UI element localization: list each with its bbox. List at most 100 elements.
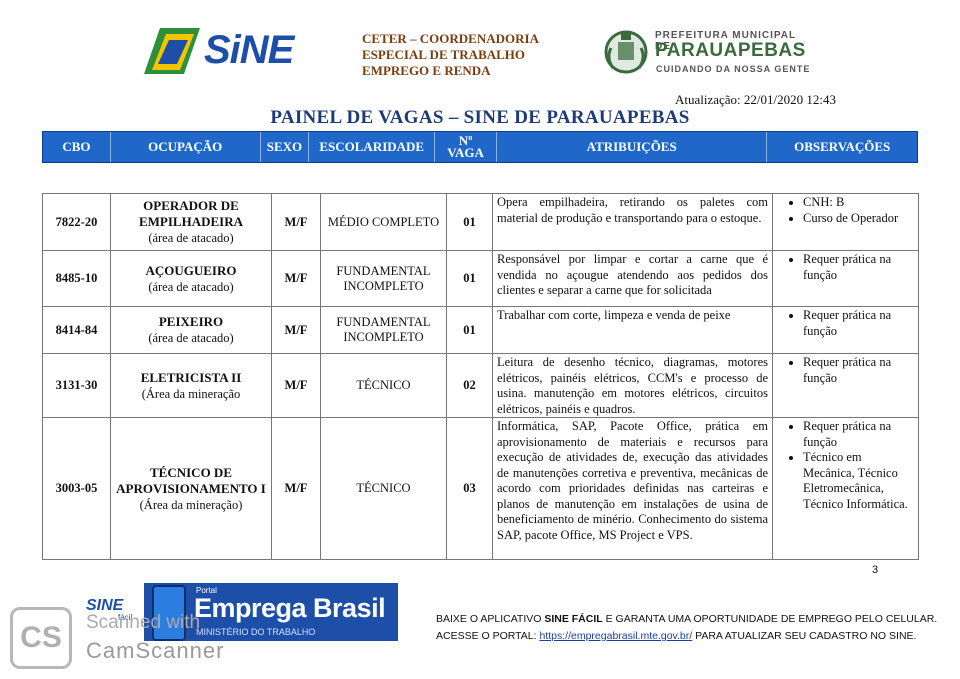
sine-facil-sub: fácil — [118, 613, 133, 622]
cbo-cell: 8414-84 — [42, 306, 111, 354]
cbo-cell: 3003-05 — [42, 417, 111, 560]
education-cell: FUNDAMENTAL INCOMPLETO — [320, 306, 447, 354]
occupation-cell: AÇOUGUEIRO (área de atacado) — [110, 250, 272, 307]
page-number: 3 — [872, 564, 879, 576]
table-row: 3003-05 TÉCNICO DE APROVISIONAMENTO I (Á… — [42, 417, 919, 560]
col-header-education: ESCOLARIDADE — [309, 132, 436, 162]
sex-cell: M/F — [271, 193, 321, 251]
sex-cell: M/F — [271, 250, 321, 307]
education-cell: TÉCNICO — [320, 417, 447, 560]
occupation-area: (Área da mineração) — [139, 497, 243, 512]
vacancies-cell: 02 — [446, 353, 493, 418]
occupation-cell: PEIXEIRO (área de atacado) — [110, 306, 272, 354]
sex-cell: M/F — [271, 353, 321, 418]
table-row: 8485-10 AÇOUGUEIRO (área de atacado) M/F… — [42, 250, 919, 307]
prefeitura-logo: PREFEITURA MUNICIPAL DE PARAUAPEBAS CUID… — [603, 28, 813, 80]
notes-cell: Requer prática na função — [772, 250, 919, 307]
emprega-brasil-title: Emprega Brasil — [194, 593, 386, 623]
col-header-sex: SEXO — [261, 132, 310, 162]
occupation-area: (área de atacado) — [148, 279, 234, 294]
notes-cell: Requer prática na função Técnico em Mecâ… — [772, 417, 919, 560]
education-cell: MÉDIO COMPLETO — [320, 193, 447, 251]
note-item: Técnico em Mecânica, Técnico Eletromecân… — [803, 450, 914, 512]
prefeitura-name: PARAUAPEBAS — [655, 40, 806, 61]
occupation-area: (Área da mineração — [141, 386, 241, 401]
duties-cell: Opera empilhadeira, retirando os paletes… — [492, 193, 773, 251]
update-timestamp: Atualização: 22/01/2020 12:43 — [674, 92, 836, 107]
cbo-cell: 3131-30 — [42, 353, 111, 418]
duties-cell: Leitura de desenho técnico, diagramas, m… — [492, 353, 773, 418]
camscanner-logo: CS — [10, 607, 72, 669]
notes-cell: Requer prática na função — [772, 353, 919, 418]
education-cell: TÉCNICO — [320, 353, 447, 418]
cbo-cell: 8485-10 — [42, 250, 111, 307]
notes-cell: Requer prática na função — [772, 306, 919, 354]
note-item: Requer prática na função — [803, 355, 914, 386]
col-header-occupation: OCUPAÇÃO — [111, 132, 261, 162]
table-row: 3131-30 ELETRICISTA II (Área da mineraçã… — [42, 353, 919, 418]
occupation-area: (área de atacado) — [148, 331, 234, 345]
cbo-cell: 7822-20 — [42, 193, 111, 251]
sex-cell: M/F — [271, 306, 321, 354]
table-header-bar: CBO OCUPAÇÃO SEXO ESCOLARIDADE Nº VAGA A… — [42, 131, 918, 163]
note-item: CNH: B — [803, 195, 914, 211]
ministry-label: MINISTÉRIO DO TRABALHO — [196, 627, 316, 637]
portal-link[interactable]: https://empregabrasil.mte.gov.br/ — [539, 630, 693, 642]
sine-facil-bold: SINE FÁCIL — [544, 613, 603, 625]
page-title: PAINEL DE VAGAS – SINE DE PARAUAPEBAS — [270, 107, 690, 128]
occupation-cell: OPERADOR DE EMPILHADEIRA (área de atacad… — [110, 193, 272, 251]
occupation-name: ELETRICISTA II — [140, 369, 242, 385]
footer-text-part: PARA ATUALIZAR SEU CADASTRO NO SINE. — [692, 630, 917, 642]
ceter-line: EMPREGO E RENDA — [362, 63, 491, 78]
col-header-duties: ATRIBUIÇÕES — [497, 132, 768, 162]
vacancies-cell: 03 — [446, 417, 493, 560]
footer-text-part: E GARANTA UMA OPORTUNIDADE DE EMPREGO PE… — [602, 613, 938, 625]
footer-text: BAIXE O APLICATIVO SINE FÁCIL E GARANTA … — [436, 611, 937, 645]
municipal-seal-icon — [604, 30, 648, 74]
occupation-cell: TÉCNICO DE APROVISIONAMENTO I (Área da m… — [110, 417, 272, 560]
duties-cell: Responsável por limpar e cortar a carne … — [492, 250, 773, 307]
note-item: Curso de Operador — [803, 211, 914, 227]
footer-text-part: ACESSE O PORTAL: — [436, 630, 540, 642]
note-item: Requer prática na função — [803, 308, 914, 339]
vacancies-cell: 01 — [446, 306, 493, 354]
sine-flag-icon — [144, 28, 200, 74]
note-item: Requer prática na função — [803, 419, 914, 450]
camscanner-label: CamScanner — [86, 638, 225, 663]
notes-cell: CNH: B Curso de Operador — [772, 193, 919, 251]
scanned-with-label: Scanned with — [86, 612, 201, 633]
occupation-name: PEIXEIRO — [158, 314, 224, 329]
ceter-heading: CETER – COORDENADORIA ESPECIAL DE TRABAL… — [362, 31, 562, 79]
sine-facil-logo: SINE fácil — [82, 583, 144, 641]
note-item: Requer prática na função — [803, 252, 914, 283]
col-header-notes: OBSERVAÇÕES — [794, 139, 891, 154]
duties-cell: Trabalhar com corte, limpeza e venda de … — [492, 306, 773, 354]
footer-line-portal: ACESSE O PORTAL: https://empregabrasil.m… — [436, 628, 937, 645]
education-cell: FUNDAMENTAL INCOMPLETO — [320, 250, 447, 307]
occupation-name: AÇOUGUEIRO — [145, 262, 237, 278]
table-row: 8414-84 PEIXEIRO (área de atacado) M/F F… — [42, 306, 919, 354]
sex-cell: M/F — [271, 417, 321, 560]
prefeitura-slogan: CUIDANDO DA NOSSA GENTE — [656, 64, 811, 74]
occupation-cell: ELETRICISTA II (Área da mineração — [110, 353, 272, 418]
ceter-line: CETER – COORDENADORIA — [362, 31, 539, 46]
occupation-area: (área de atacado) — [148, 231, 234, 245]
smartphone-icon — [152, 585, 186, 641]
sine-wordmark: SiNE — [204, 28, 294, 72]
col-header-vacancies: Nº VAGA — [435, 132, 497, 162]
vacancies-cell: 01 — [446, 193, 493, 251]
vacancies-cell: 01 — [446, 250, 493, 307]
footer-text-part: BAIXE O APLICATIVO — [436, 613, 545, 625]
footer-line-app: BAIXE O APLICATIVO SINE FÁCIL E GARANTA … — [436, 611, 937, 628]
jobs-table: 7822-20 OPERADOR DE EMPILHADEIRA (área d… — [42, 193, 919, 560]
emprega-brasil-banner: SINE fácil Portal Emprega Brasil MINISTÉ… — [82, 583, 398, 641]
occupation-name: OPERADOR DE EMPILHADEIRA — [138, 198, 243, 229]
ceter-line: ESPECIAL DE TRABALHO — [362, 47, 526, 62]
duties-cell: Informática, SAP, Pacote Office, prática… — [492, 417, 773, 560]
occupation-name: TÉCNICO DE APROVISIONAMENTO I — [116, 464, 266, 496]
col-header-cbo: CBO — [43, 132, 111, 162]
prefeitura-top: PREFEITURA MUNICIPAL DE — [655, 30, 796, 52]
sine-logo: SiNE — [138, 22, 298, 84]
portal-label: Portal — [196, 586, 217, 595]
sine-facil-word: SINE — [86, 597, 124, 614]
